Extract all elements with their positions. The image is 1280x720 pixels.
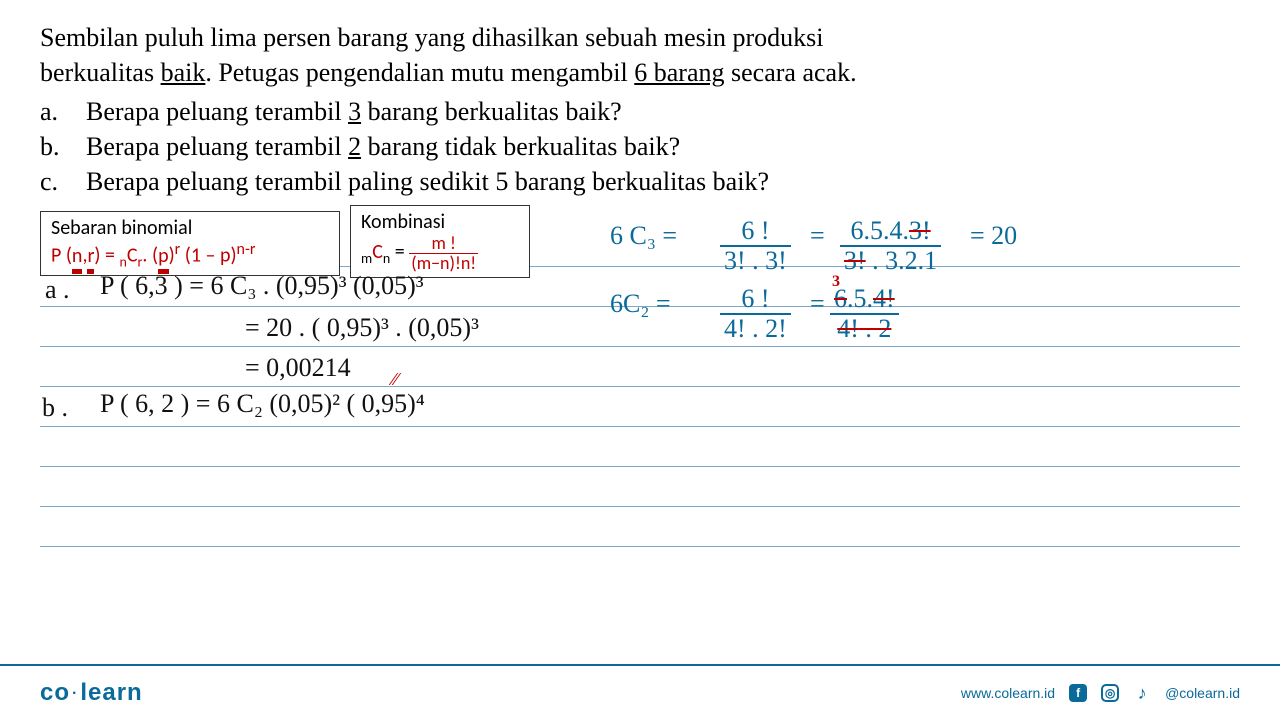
calc-6c2-eq: =: [810, 289, 825, 319]
intro-l2-u2: 6 barang: [634, 58, 724, 87]
work-b-line1: P ( 6, 2 ) = 6 C₂ (0,05)² ( 0,95)⁴: [100, 389, 425, 419]
calc-6c3-eq1: =: [810, 221, 825, 251]
rule-line: [40, 426, 1240, 427]
logo: co·learn: [40, 679, 143, 707]
footer-url: www.colearn.id: [961, 685, 1055, 701]
calc-6c3-frac1: 6 ! 3! . 3!: [720, 217, 791, 274]
item-b-text: Berapa peluang terambil 2 barang tidak b…: [86, 129, 680, 164]
tiktok-icon: ♪: [1133, 684, 1151, 702]
binomial-title: Sebaran binomial: [51, 216, 329, 240]
item-a-text: Berapa peluang terambil 3 barang berkual…: [86, 94, 622, 129]
work-b-label: b .: [42, 393, 68, 423]
rule-line: [40, 546, 1240, 547]
footer-right: www.colearn.id f ◎ ♪ @colearn.id: [961, 684, 1240, 702]
item-b-label: b.: [40, 129, 68, 164]
item-a: a. Berapa peluang terambil 3 barang berk…: [40, 94, 1240, 129]
work-a-line2: = 20 . ( 0,95)³ . (0,05)³: [245, 313, 479, 343]
item-list: a. Berapa peluang terambil 3 barang berk…: [40, 94, 1240, 199]
binomial-formula-box: Sebaran binomial P (n,r) = nCr. (p)r (1 …: [40, 211, 340, 276]
work-area: Sebaran binomial P (n,r) = nCr. (p)r (1 …: [0, 211, 1280, 631]
binomial-formula: P (n,r) = nCr. (p)r (1 – p)n-r: [51, 240, 329, 271]
item-b: b. Berapa peluang terambil 2 barang tida…: [40, 129, 1240, 164]
logo-text-b: learn: [80, 679, 142, 706]
problem-text: Sembilan puluh lima persen barang yang d…: [0, 0, 1280, 209]
item-c: c. Berapa peluang terambil paling sediki…: [40, 164, 1240, 199]
calc-6c3-lhs: 6 C₃ =: [610, 221, 677, 251]
footer-handle: @colearn.id: [1165, 685, 1240, 701]
calc-6c2-frac2: 6.5.4! 4! . 2: [830, 285, 899, 342]
intro: Sembilan puluh lima persen barang yang d…: [40, 20, 1240, 90]
rule-line: [40, 386, 1240, 387]
rule-line: [40, 506, 1240, 507]
item-c-text: Berapa peluang terambil paling sedikit 5…: [86, 164, 769, 199]
intro-l1: Sembilan puluh lima persen barang yang d…: [40, 23, 823, 52]
work-a-label: a .: [45, 275, 70, 305]
calc-6c3-frac2: 6.5.4.3! 3! . 3.2.1: [840, 217, 941, 274]
logo-dot-icon: ·: [72, 685, 78, 702]
work-a-line1: P ( 6,3 ) = 6 C₃ . (0,95)³ (0,05)³: [100, 271, 424, 301]
rule-line: [40, 466, 1240, 467]
double-tick-icon: ⁄⁄: [392, 369, 398, 390]
kombinasi-title: Kombinasi: [361, 210, 519, 234]
logo-text-a: co: [40, 679, 70, 706]
rule-line: [40, 346, 1240, 347]
kombinasi-formula-box: Kombinasi mCn = m ! (m−n)!n!: [350, 205, 530, 278]
calc-6c2-lhs: 6C₂ =: [610, 289, 671, 319]
intro-l2-pre: berkualitas: [40, 58, 161, 87]
item-a-label: a.: [40, 94, 68, 129]
footer: co·learn www.colearn.id f ◎ ♪ @colearn.i…: [0, 664, 1280, 720]
work-a-line3: = 0,00214: [245, 353, 351, 383]
facebook-icon: f: [1069, 684, 1087, 702]
instagram-icon: ◎: [1101, 684, 1119, 702]
kombinasi-formula: mCn = m ! (m−n)!n!: [361, 234, 519, 273]
calc-6c2-frac1: 6 ! 4! . 2!: [720, 285, 791, 342]
calc-6c3-result: = 20: [970, 221, 1017, 251]
item-c-label: c.: [40, 164, 68, 199]
intro-l2-mid: . Petugas pengendalian mutu mengambil: [205, 58, 634, 87]
intro-l2-u1: baik: [161, 58, 206, 87]
intro-l2-post: secara acak.: [725, 58, 857, 87]
